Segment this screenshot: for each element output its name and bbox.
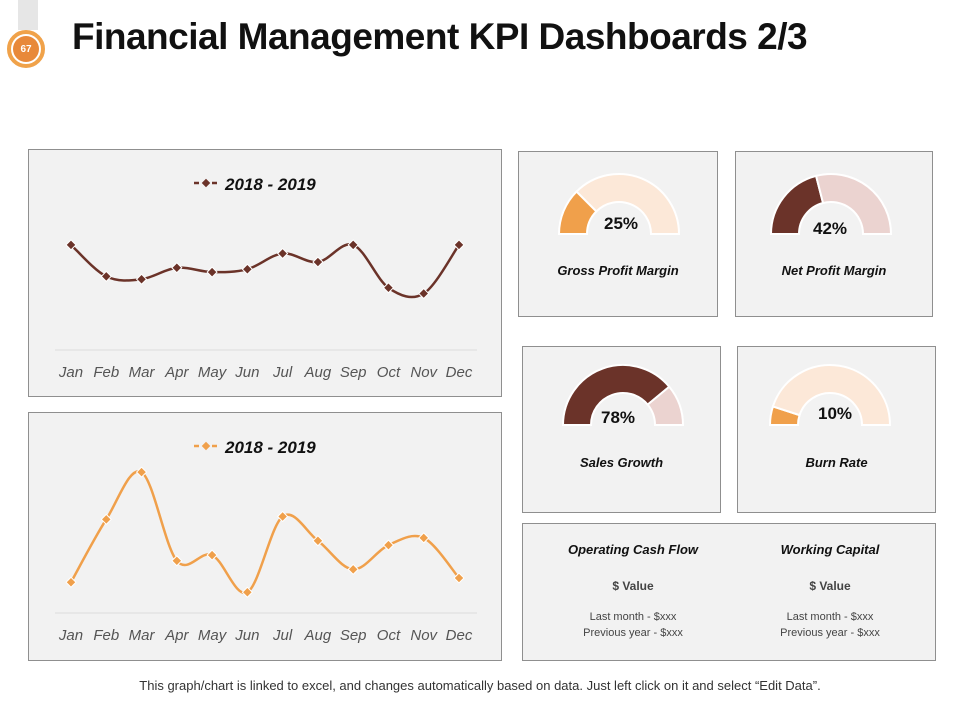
x-tick-label: Dec <box>446 364 473 381</box>
gauge-value: 10% <box>818 404 853 423</box>
data-point <box>382 539 395 551</box>
footer-note: This graph/chart is linked to excel, and… <box>139 678 821 693</box>
data-point <box>241 263 254 275</box>
legend-marker <box>201 441 211 451</box>
x-tick-label: Oct <box>377 364 401 381</box>
data-point <box>312 535 324 547</box>
gauge-label: Net Profit Margin <box>781 263 887 278</box>
legend-marker <box>201 178 211 188</box>
data-point <box>312 256 324 268</box>
previous-year: Previous year - $xxx <box>780 627 880 639</box>
data-point <box>171 555 183 567</box>
x-tick-label: Nov <box>410 627 438 644</box>
x-tick-label: Apr <box>164 364 189 381</box>
cash-title: Operating Cash Flow <box>567 542 698 557</box>
data-point <box>206 549 218 561</box>
data-point <box>418 287 430 300</box>
data-point <box>382 282 395 294</box>
slide-number: 67 <box>13 36 39 62</box>
x-tick-label: Jun <box>234 627 259 644</box>
data-point <box>135 466 148 478</box>
data-point <box>276 247 289 260</box>
gauge-value: 78% <box>601 408 636 427</box>
x-tick-label: Jul <box>272 364 293 381</box>
data-point <box>65 576 77 588</box>
data-point <box>347 239 359 251</box>
x-tick-label: Dec <box>446 627 473 644</box>
x-tick-label: Jul <box>272 627 293 644</box>
gauge-value: 42% <box>813 219 848 238</box>
data-point <box>65 239 77 251</box>
line-chart-top-svg: 2018 - 2019 Jan Feb Mar Apr May Jun Jul Aug Sep Oc… <box>55 175 477 381</box>
cash-value: $ Value <box>612 579 654 593</box>
gauge-net-profit-margin[interactable]: 42% Net Profit Margin <box>735 151 933 317</box>
data-point <box>453 239 465 251</box>
data-point <box>100 513 112 525</box>
data-point <box>135 273 148 285</box>
working-capital: Working Capital $ Value Last month - $xx… <box>730 542 930 641</box>
gauge-sales-growth[interactable]: 78% Sales Growth <box>522 346 721 513</box>
cash-value: $ Value <box>809 579 851 593</box>
gauge-remainder-arc <box>575 173 681 235</box>
data-point <box>418 532 430 544</box>
x-tick-label: May <box>198 364 228 381</box>
legend-label: 2018 - 2019 <box>224 175 316 194</box>
x-tick-label: Oct <box>377 627 401 644</box>
last-month: Last month - $xxx <box>589 611 677 623</box>
legend-label: 2018 - 2019 <box>224 438 316 457</box>
cash-detail: Last month - $xxx Previous year - $xxx <box>533 609 733 641</box>
gauge-svg <box>557 173 681 235</box>
data-point <box>276 510 289 523</box>
x-tick-label: May <box>198 627 228 644</box>
cash-detail: Last month - $xxx Previous year - $xxx <box>730 609 930 641</box>
line-chart-top[interactable]: 2018 - 2019 Jan Feb Mar Apr May Jun Jul Aug Sep Oc… <box>28 149 502 397</box>
line-chart-bottom-svg: 2018 - 2019 Jan Feb Mar Apr May Jun Jul Aug Sep Oc… <box>55 438 477 644</box>
data-point <box>206 266 218 278</box>
x-tick-label: Aug <box>304 627 332 644</box>
data-point <box>347 563 359 576</box>
gauge-remainder-arc <box>646 385 685 426</box>
cash-title: Working Capital <box>780 542 880 557</box>
gauge-value: 25% <box>604 214 639 233</box>
x-tick-label: Jan <box>58 364 83 381</box>
x-tick-label: Feb <box>93 627 119 644</box>
x-tick-label: Aug <box>304 364 332 381</box>
data-point <box>171 262 183 274</box>
gauge-label: Burn Rate <box>805 455 868 470</box>
gauge-svg <box>768 364 892 426</box>
x-tick-label: Feb <box>93 364 119 381</box>
gauge-value-arc <box>561 364 671 426</box>
slide-number-badge: 67 <box>7 30 45 68</box>
top-accent-bar <box>18 0 38 30</box>
series-line <box>70 243 461 299</box>
x-tick-label: Sep <box>340 364 367 381</box>
gauge-label: Sales Growth <box>579 455 664 470</box>
gauge-svg <box>561 364 685 426</box>
operating-cash-flow: Operating Cash Flow $ Value Last month -… <box>533 542 733 641</box>
gauge-gross-profit-margin[interactable]: 25% Gross Profit Margin <box>518 151 718 317</box>
gauge-label: Gross Profit Margin <box>557 263 679 278</box>
x-tick-label: Nov <box>410 364 438 381</box>
x-tick-label: Mar <box>129 364 156 381</box>
last-month: Last month - $xxx <box>786 611 874 623</box>
data-point <box>453 572 465 584</box>
previous-year: Previous year - $xxx <box>583 627 683 639</box>
x-tick-label: Mar <box>129 627 156 644</box>
page-title: Financial Management KPI Dashboards 2/3 <box>72 16 808 57</box>
data-point <box>100 270 112 283</box>
x-tick-label: Apr <box>164 627 189 644</box>
cash-panel: Operating Cash Flow $ Value Last month -… <box>522 523 936 661</box>
gauge-remainder-arc <box>814 173 893 235</box>
x-tick-label: Sep <box>340 627 367 644</box>
gauge-burn-rate[interactable]: 10% Burn Rate <box>737 346 936 513</box>
gauge-remainder-arc <box>771 364 892 426</box>
data-point <box>241 586 254 598</box>
series-line <box>69 470 460 595</box>
x-tick-label: Jan <box>58 627 83 644</box>
gauge-svg <box>769 173 893 235</box>
x-tick-label: Jun <box>234 364 259 381</box>
line-chart-bottom[interactable]: 2018 - 2019 Jan Feb Mar Apr May Jun Jul Aug Sep Oc… <box>28 412 502 661</box>
